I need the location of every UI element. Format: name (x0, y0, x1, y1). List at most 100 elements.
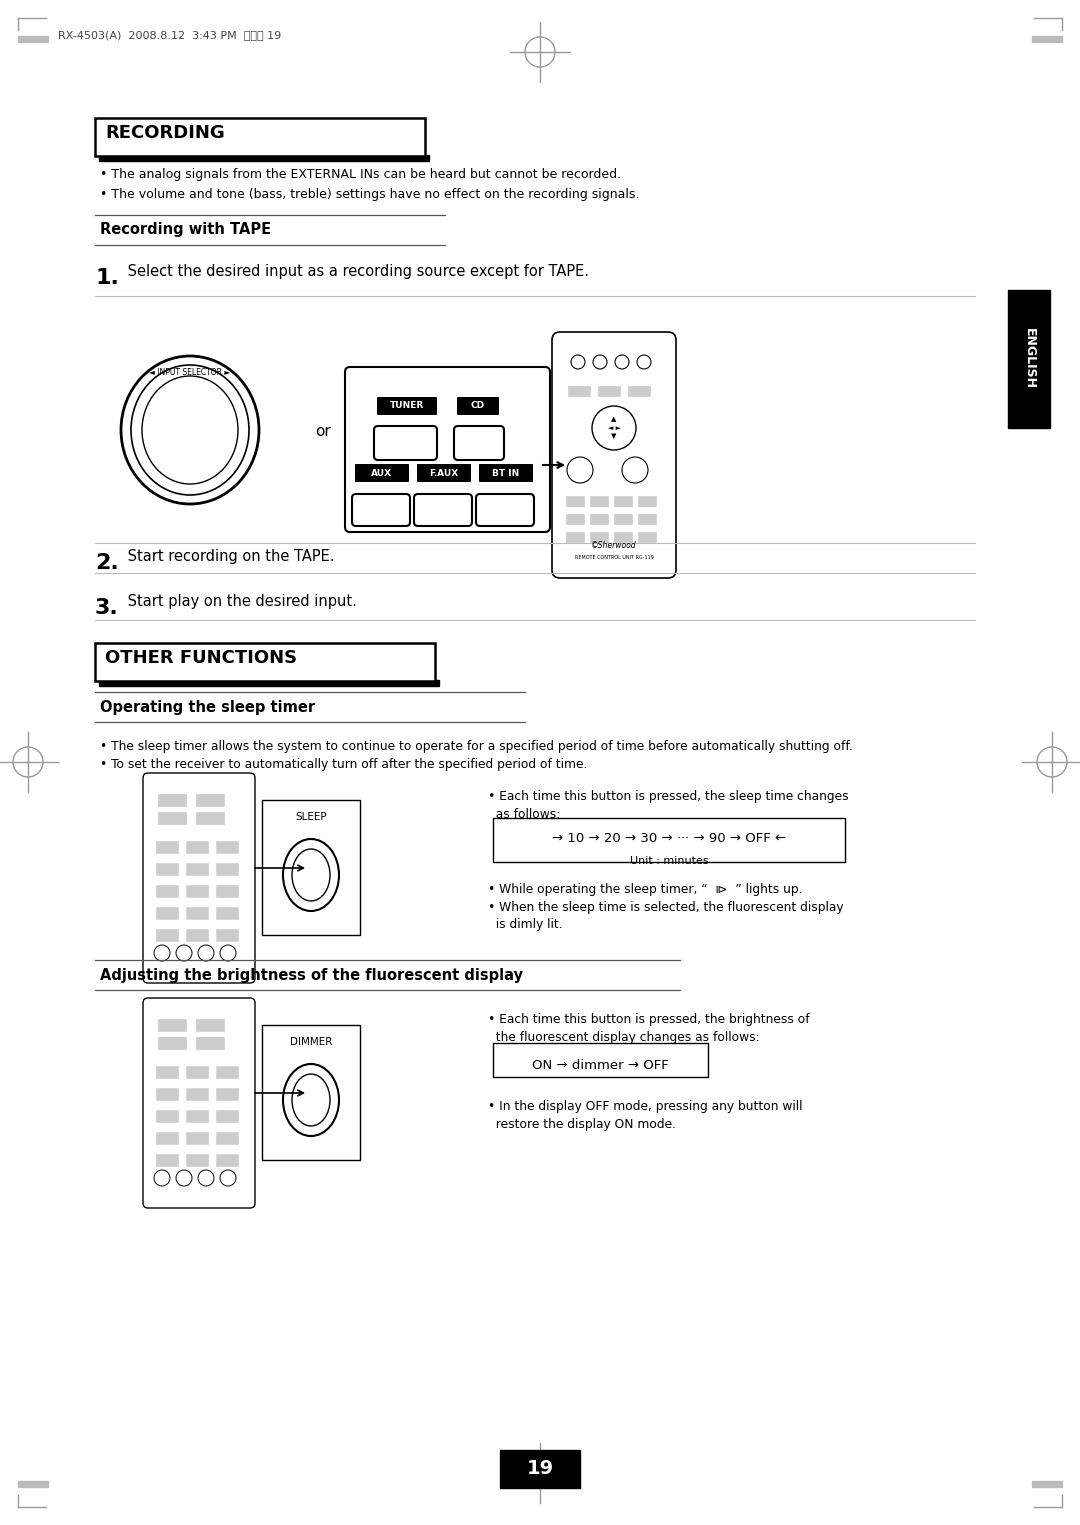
Text: Start recording on the TAPE.: Start recording on the TAPE. (123, 549, 335, 564)
FancyBboxPatch shape (417, 464, 471, 482)
Bar (638, 514, 656, 525)
Bar (566, 532, 584, 541)
Text: Select the desired input as a recording source except for TAPE.: Select the desired input as a recording … (123, 264, 589, 279)
Bar (156, 840, 178, 852)
Bar (1008, 290, 1050, 429)
Text: • The sleep timer allows the system to continue to operate for a specified perio: • The sleep timer allows the system to c… (100, 740, 853, 753)
Bar (492, 817, 845, 862)
Text: • Each time this button is pressed, the sleep time changes: • Each time this button is pressed, the … (488, 790, 849, 804)
Bar (627, 386, 650, 396)
Text: 3.: 3. (95, 598, 119, 618)
Bar (216, 1066, 238, 1078)
FancyBboxPatch shape (352, 494, 410, 526)
Text: AUX: AUX (372, 468, 392, 477)
Text: the fluorescent display changes as follows:: the fluorescent display changes as follo… (488, 1031, 759, 1045)
Bar (216, 929, 238, 941)
Text: BT IN: BT IN (492, 468, 519, 477)
Bar (216, 1132, 238, 1144)
Bar (156, 1132, 178, 1144)
FancyBboxPatch shape (457, 396, 499, 415)
Bar (186, 907, 208, 920)
Bar (158, 1019, 186, 1031)
Text: RECORDING: RECORDING (105, 124, 225, 142)
Bar (156, 863, 178, 875)
Text: ENGLISH: ENGLISH (1023, 328, 1036, 389)
FancyBboxPatch shape (345, 368, 550, 532)
Text: restore the display ON mode.: restore the display ON mode. (488, 1118, 676, 1132)
Bar (18, 37, 48, 43)
Bar (216, 907, 238, 920)
Bar (95, 644, 435, 682)
Bar (216, 1087, 238, 1100)
Text: 19: 19 (526, 1459, 554, 1479)
Bar (492, 1043, 708, 1077)
Text: F.AUX: F.AUX (430, 468, 459, 477)
Bar (156, 1087, 178, 1100)
Text: as follows:: as follows: (488, 808, 561, 820)
Text: 1.: 1. (95, 268, 119, 288)
Bar (156, 884, 178, 897)
Bar (638, 496, 656, 506)
Bar (99, 680, 438, 686)
Bar (216, 884, 238, 897)
Bar (195, 811, 224, 824)
Text: Adjusting the brightness of the fluorescent display: Adjusting the brightness of the fluoresc… (100, 968, 523, 984)
Bar (156, 929, 178, 941)
Bar (216, 1110, 238, 1122)
Bar (95, 117, 426, 156)
FancyBboxPatch shape (454, 425, 504, 461)
Bar (158, 795, 186, 807)
Bar (156, 907, 178, 920)
FancyBboxPatch shape (377, 396, 437, 415)
Text: OTHER FUNCTIONS: OTHER FUNCTIONS (105, 650, 297, 666)
Bar (156, 1066, 178, 1078)
FancyBboxPatch shape (143, 997, 255, 1208)
Text: • To set the receiver to automatically turn off after the specified period of ti: • To set the receiver to automatically t… (100, 758, 588, 772)
Bar (158, 811, 186, 824)
Bar (615, 496, 632, 506)
Text: • The volume and tone (bass, treble) settings have no effect on the recording si: • The volume and tone (bass, treble) set… (100, 188, 639, 201)
Text: • While operating the sleep timer, “  ⧐  ” lights up.: • While operating the sleep timer, “ ⧐ ”… (488, 883, 802, 897)
Bar (186, 929, 208, 941)
Text: Operating the sleep timer: Operating the sleep timer (100, 700, 315, 715)
Text: TUNER: TUNER (390, 401, 424, 410)
Text: RX-4503(A)  2008.8.12  3:43 PM  페이지 19: RX-4503(A) 2008.8.12 3:43 PM 페이지 19 (58, 30, 281, 40)
FancyBboxPatch shape (143, 773, 255, 984)
Bar (590, 532, 608, 541)
Text: REMOTE CONTROL UNIT RG-119: REMOTE CONTROL UNIT RG-119 (575, 555, 653, 560)
Bar (590, 514, 608, 525)
Text: ©Sherwood: ©Sherwood (591, 541, 637, 551)
Bar (186, 863, 208, 875)
Text: ▲
◄ ►
▼: ▲ ◄ ► ▼ (607, 416, 621, 439)
Text: Unit : minutes: Unit : minutes (630, 856, 708, 866)
Text: DIMMER: DIMMER (289, 1037, 333, 1048)
Bar (500, 1450, 580, 1488)
Bar (186, 1154, 208, 1167)
Bar (638, 532, 656, 541)
Bar (195, 795, 224, 807)
Text: ON → dimmer → OFF: ON → dimmer → OFF (532, 1058, 669, 1072)
Bar (186, 1132, 208, 1144)
FancyBboxPatch shape (476, 494, 534, 526)
Bar (195, 1019, 224, 1031)
Bar (158, 1037, 186, 1049)
Text: • When the sleep time is selected, the fluorescent display: • When the sleep time is selected, the f… (488, 901, 843, 913)
FancyBboxPatch shape (480, 464, 534, 482)
Bar (195, 1037, 224, 1049)
Bar (186, 1066, 208, 1078)
Text: • The analog signals from the EXTERNAL INs can be heard but cannot be recorded.: • The analog signals from the EXTERNAL I… (100, 168, 621, 181)
Bar (186, 884, 208, 897)
Bar (262, 1025, 360, 1161)
Text: CD: CD (471, 401, 485, 410)
Bar (566, 514, 584, 525)
Bar (186, 840, 208, 852)
FancyBboxPatch shape (374, 425, 437, 461)
FancyBboxPatch shape (552, 332, 676, 578)
Bar (1032, 1481, 1062, 1487)
Text: SLEEP: SLEEP (295, 811, 327, 822)
Bar (262, 801, 360, 935)
Bar (186, 1087, 208, 1100)
Text: → 10 → 20 → 30 → ··· → 90 → OFF ←: → 10 → 20 → 30 → ··· → 90 → OFF ← (552, 833, 786, 845)
Bar (18, 1481, 48, 1487)
Text: • In the display OFF mode, pressing any button will: • In the display OFF mode, pressing any … (488, 1100, 802, 1113)
